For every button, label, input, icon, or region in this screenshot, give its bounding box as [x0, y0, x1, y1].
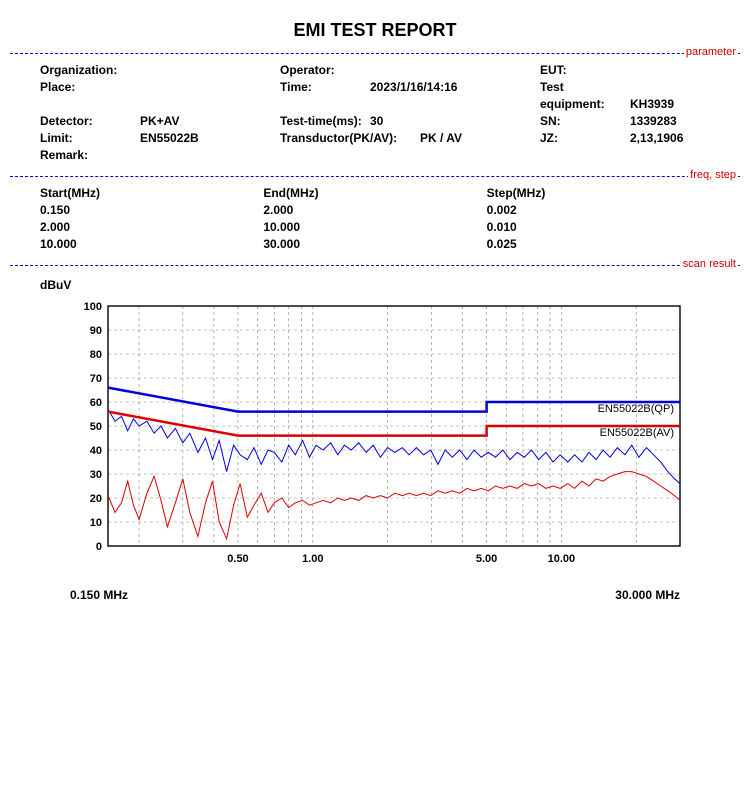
lbl-time: Time:	[280, 79, 370, 96]
svg-text:EN55022B(AV): EN55022B(AV)	[600, 427, 674, 439]
hdr-start: Start(MHz)	[40, 185, 263, 202]
tag-freqstep: freq, step	[688, 169, 738, 181]
svg-text:100: 100	[84, 301, 102, 313]
tag-scanresult: scan result	[681, 258, 738, 270]
val-time: 2023/1/16/14:16	[370, 80, 457, 94]
fs-start-0: 0.150	[40, 202, 263, 219]
svg-text:0.50: 0.50	[227, 553, 248, 565]
val-sn: 1339283	[630, 114, 677, 128]
parameter-section: Organization: Operator: EUT: Place: Time…	[10, 58, 740, 172]
svg-text:20: 20	[90, 493, 102, 505]
lbl-sn: SN:	[540, 113, 630, 130]
svg-text:40: 40	[90, 445, 102, 457]
lbl-organization: Organization:	[40, 62, 140, 79]
lbl-limit: Limit:	[40, 130, 140, 147]
svg-text:1.00: 1.00	[302, 553, 323, 565]
lbl-testtime: Test-time(ms):	[280, 113, 370, 130]
fs-end-2: 30.000	[263, 236, 486, 253]
val-transductor: PK / AV	[420, 131, 462, 145]
chart-range-min: 0.150 MHz	[70, 588, 128, 602]
svg-text:0: 0	[96, 541, 102, 553]
lbl-eut: EUT:	[540, 62, 630, 79]
hdr-step: Step(MHz)	[487, 185, 710, 202]
svg-text:60: 60	[90, 397, 102, 409]
svg-text:EN55022B(QP): EN55022B(QP)	[598, 403, 674, 415]
chart-svg: 0 10 20 30 40 50 60 70 80 90 100 0.50 1.00 5.00 10.00 E…	[70, 298, 690, 580]
lbl-operator: Operator:	[280, 62, 370, 79]
lbl-testequip: Test equipment:	[540, 79, 630, 113]
fs-step-2: 0.025	[487, 236, 710, 253]
lbl-remark: Remark:	[40, 147, 140, 164]
val-jz: 2,13,1906	[630, 131, 683, 145]
lbl-jz: JZ:	[540, 130, 630, 147]
chart-unit-label: dBuV	[10, 270, 740, 298]
divider-freqstep: freq, step	[10, 176, 740, 177]
tag-parameter: parameter	[684, 46, 738, 58]
svg-text:50: 50	[90, 421, 102, 433]
lbl-transductor: Transductor(PK/AV):	[280, 130, 420, 147]
svg-text:30: 30	[90, 469, 102, 481]
divider-scanresult: scan result	[10, 265, 740, 266]
chart-range-max: 30.000 MHz	[615, 588, 680, 602]
svg-text:5.00: 5.00	[476, 553, 497, 565]
fs-start-2: 10.000	[40, 236, 263, 253]
svg-text:80: 80	[90, 349, 102, 361]
val-detector: PK+AV	[140, 114, 179, 128]
fs-end-0: 2.000	[263, 202, 486, 219]
svg-text:90: 90	[90, 325, 102, 337]
fs-end-1: 10.000	[263, 219, 486, 236]
fs-start-1: 2.000	[40, 219, 263, 236]
svg-text:70: 70	[90, 373, 102, 385]
val-limit: EN55022B	[140, 131, 199, 145]
lbl-place: Place:	[40, 79, 140, 96]
freqstep-section: Start(MHz) End(MHz) Step(MHz) 0.150 2.00…	[10, 181, 740, 261]
lbl-detector: Detector:	[40, 113, 140, 130]
fs-step-0: 0.002	[487, 202, 710, 219]
svg-text:10.00: 10.00	[548, 553, 576, 565]
divider-parameter: parameter	[10, 53, 740, 54]
val-testtime: 30	[370, 114, 383, 128]
hdr-end: End(MHz)	[263, 185, 486, 202]
report-title: EMI TEST REPORT	[10, 20, 740, 41]
emi-chart: 0 10 20 30 40 50 60 70 80 90 100 0.50 1.00 5.00 10.00 E…	[70, 298, 680, 580]
fs-step-1: 0.010	[487, 219, 710, 236]
svg-text:10: 10	[90, 517, 102, 529]
val-testequip: KH3939	[630, 97, 674, 111]
